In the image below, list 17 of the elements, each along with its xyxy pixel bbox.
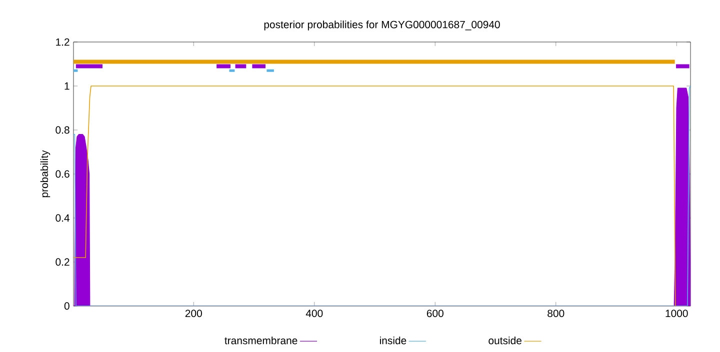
y-tick-label: 1.2 <box>56 38 70 46</box>
x-tick-label: 800 <box>548 310 564 318</box>
y-tick-label: 0.8 <box>56 126 70 134</box>
chart-title: posterior probabilities for MGYG000001687_00940 <box>264 20 500 30</box>
y-axis-title: probability <box>40 150 50 198</box>
x-tick-label: 200 <box>185 310 202 318</box>
y-tick-label: 1 <box>64 82 70 90</box>
x-tick-label: 1000 <box>666 310 688 318</box>
x-tick-label: 600 <box>426 310 444 318</box>
legend-label: inside <box>380 336 406 344</box>
y-tick-label: 0.6 <box>56 170 70 178</box>
y-tick-label: 0 <box>64 302 70 310</box>
legend-label: transmembrane <box>224 336 298 344</box>
y-tick-label: 0.2 <box>56 258 70 266</box>
legend-label: outside <box>488 336 522 344</box>
y-tick-label: 0.4 <box>56 214 70 222</box>
x-tick-label: 400 <box>306 310 323 318</box>
